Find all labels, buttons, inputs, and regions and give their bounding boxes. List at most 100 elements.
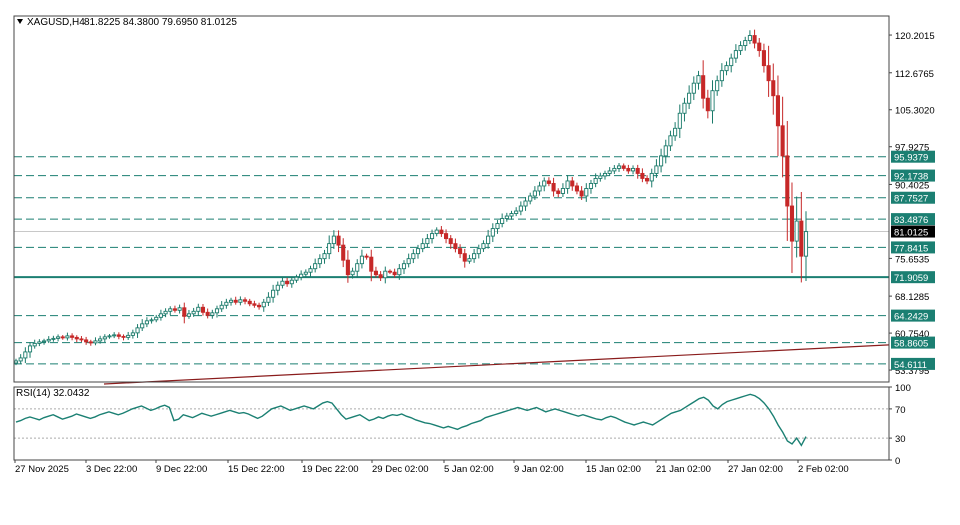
candle (500, 213, 505, 228)
level-tag-label: 77.8415 (894, 243, 928, 254)
candle (158, 309, 163, 321)
candle (60, 335, 65, 340)
candle (504, 212, 509, 222)
level-tag-bg (891, 169, 935, 182)
candle-body (752, 35, 757, 44)
candle (373, 266, 378, 278)
candle (266, 292, 271, 307)
candle-body (514, 210, 519, 214)
candle (37, 339, 42, 347)
candle-body (98, 338, 103, 342)
candle-body (780, 125, 785, 157)
price-tick-label: 68.1285 (895, 292, 929, 303)
candle-body (172, 308, 177, 311)
candle (607, 167, 612, 176)
candle (663, 139, 668, 164)
candle (803, 211, 809, 282)
candle-body (313, 263, 318, 270)
candle-body (687, 92, 692, 104)
candle (743, 36, 748, 51)
candle (551, 177, 556, 197)
candle (107, 334, 112, 339)
candle-body (41, 340, 47, 343)
candle (696, 70, 701, 90)
candle (701, 60, 706, 109)
collapse-arrow-icon[interactable] (17, 19, 23, 24)
level-price-tag: 77.8415 (891, 241, 935, 254)
candle-body (219, 304, 224, 310)
candle-body (542, 180, 547, 187)
candle (434, 227, 439, 237)
candle-body (448, 238, 453, 245)
candle-body (663, 145, 668, 157)
candle-body (60, 336, 65, 339)
candle-body (481, 243, 486, 250)
candle (313, 258, 318, 273)
candle (149, 317, 154, 324)
candle-body (420, 243, 425, 250)
candle-body (243, 299, 248, 302)
candle (172, 305, 177, 313)
candle (56, 334, 61, 342)
candle-body (598, 175, 603, 179)
candle (51, 335, 56, 342)
candle-body (191, 310, 196, 315)
rsi-tick-label: 30 (895, 434, 906, 445)
candle-body (275, 284, 280, 291)
candle (70, 333, 75, 341)
candle-body (294, 276, 299, 281)
candle (387, 269, 393, 275)
candle (771, 63, 776, 115)
candle-body (659, 155, 664, 167)
time-tick-label: 5 Jan 02:00 (444, 464, 494, 475)
candle-body (458, 248, 463, 255)
candle-body (186, 313, 192, 317)
candle-body (406, 258, 411, 265)
candle-body (144, 320, 149, 325)
candle-body (472, 253, 477, 260)
candle-body (341, 244, 346, 261)
candle (429, 229, 435, 244)
rsi-tick-label: 0 (895, 456, 900, 467)
candle-body (453, 243, 458, 250)
candle (219, 301, 224, 312)
candle-body (799, 220, 804, 257)
level-tag-label: 58.8605 (894, 339, 928, 350)
candle (411, 249, 416, 264)
price-tick-label: 120.2015 (895, 31, 935, 42)
candle-body (766, 65, 771, 82)
candle-body (673, 127, 678, 137)
candle (27, 341, 33, 358)
candle (112, 332, 117, 339)
candle-body (359, 255, 364, 265)
candle-body (107, 335, 112, 338)
candle-body (785, 155, 790, 207)
candle (214, 305, 220, 318)
level-tag-bg (891, 241, 935, 254)
candle (74, 335, 79, 343)
level-price-tag: 54.6111 (891, 357, 935, 371)
candle-body (168, 308, 173, 312)
candle (761, 43, 766, 73)
time-tick-label: 3 Dec 22:00 (86, 464, 137, 475)
candle (322, 249, 327, 264)
candle (345, 250, 350, 283)
candle (616, 163, 622, 172)
candle-body (490, 228, 495, 237)
candle (46, 336, 51, 344)
candle-body (701, 75, 706, 99)
candle-body (500, 218, 505, 225)
candle-body (392, 271, 397, 276)
candle (668, 130, 673, 151)
price-tick-label: 53.3795 (895, 366, 929, 377)
candle (121, 334, 126, 341)
time-tick-label: 27 Nov 2025 (15, 464, 69, 475)
candle-body (584, 188, 589, 197)
price-tick-label: 112.6765 (895, 69, 934, 80)
candle-body (303, 271, 308, 275)
candle-body (74, 336, 79, 340)
candle (182, 302, 187, 324)
candle-body (327, 243, 332, 255)
candle-body (761, 50, 766, 67)
